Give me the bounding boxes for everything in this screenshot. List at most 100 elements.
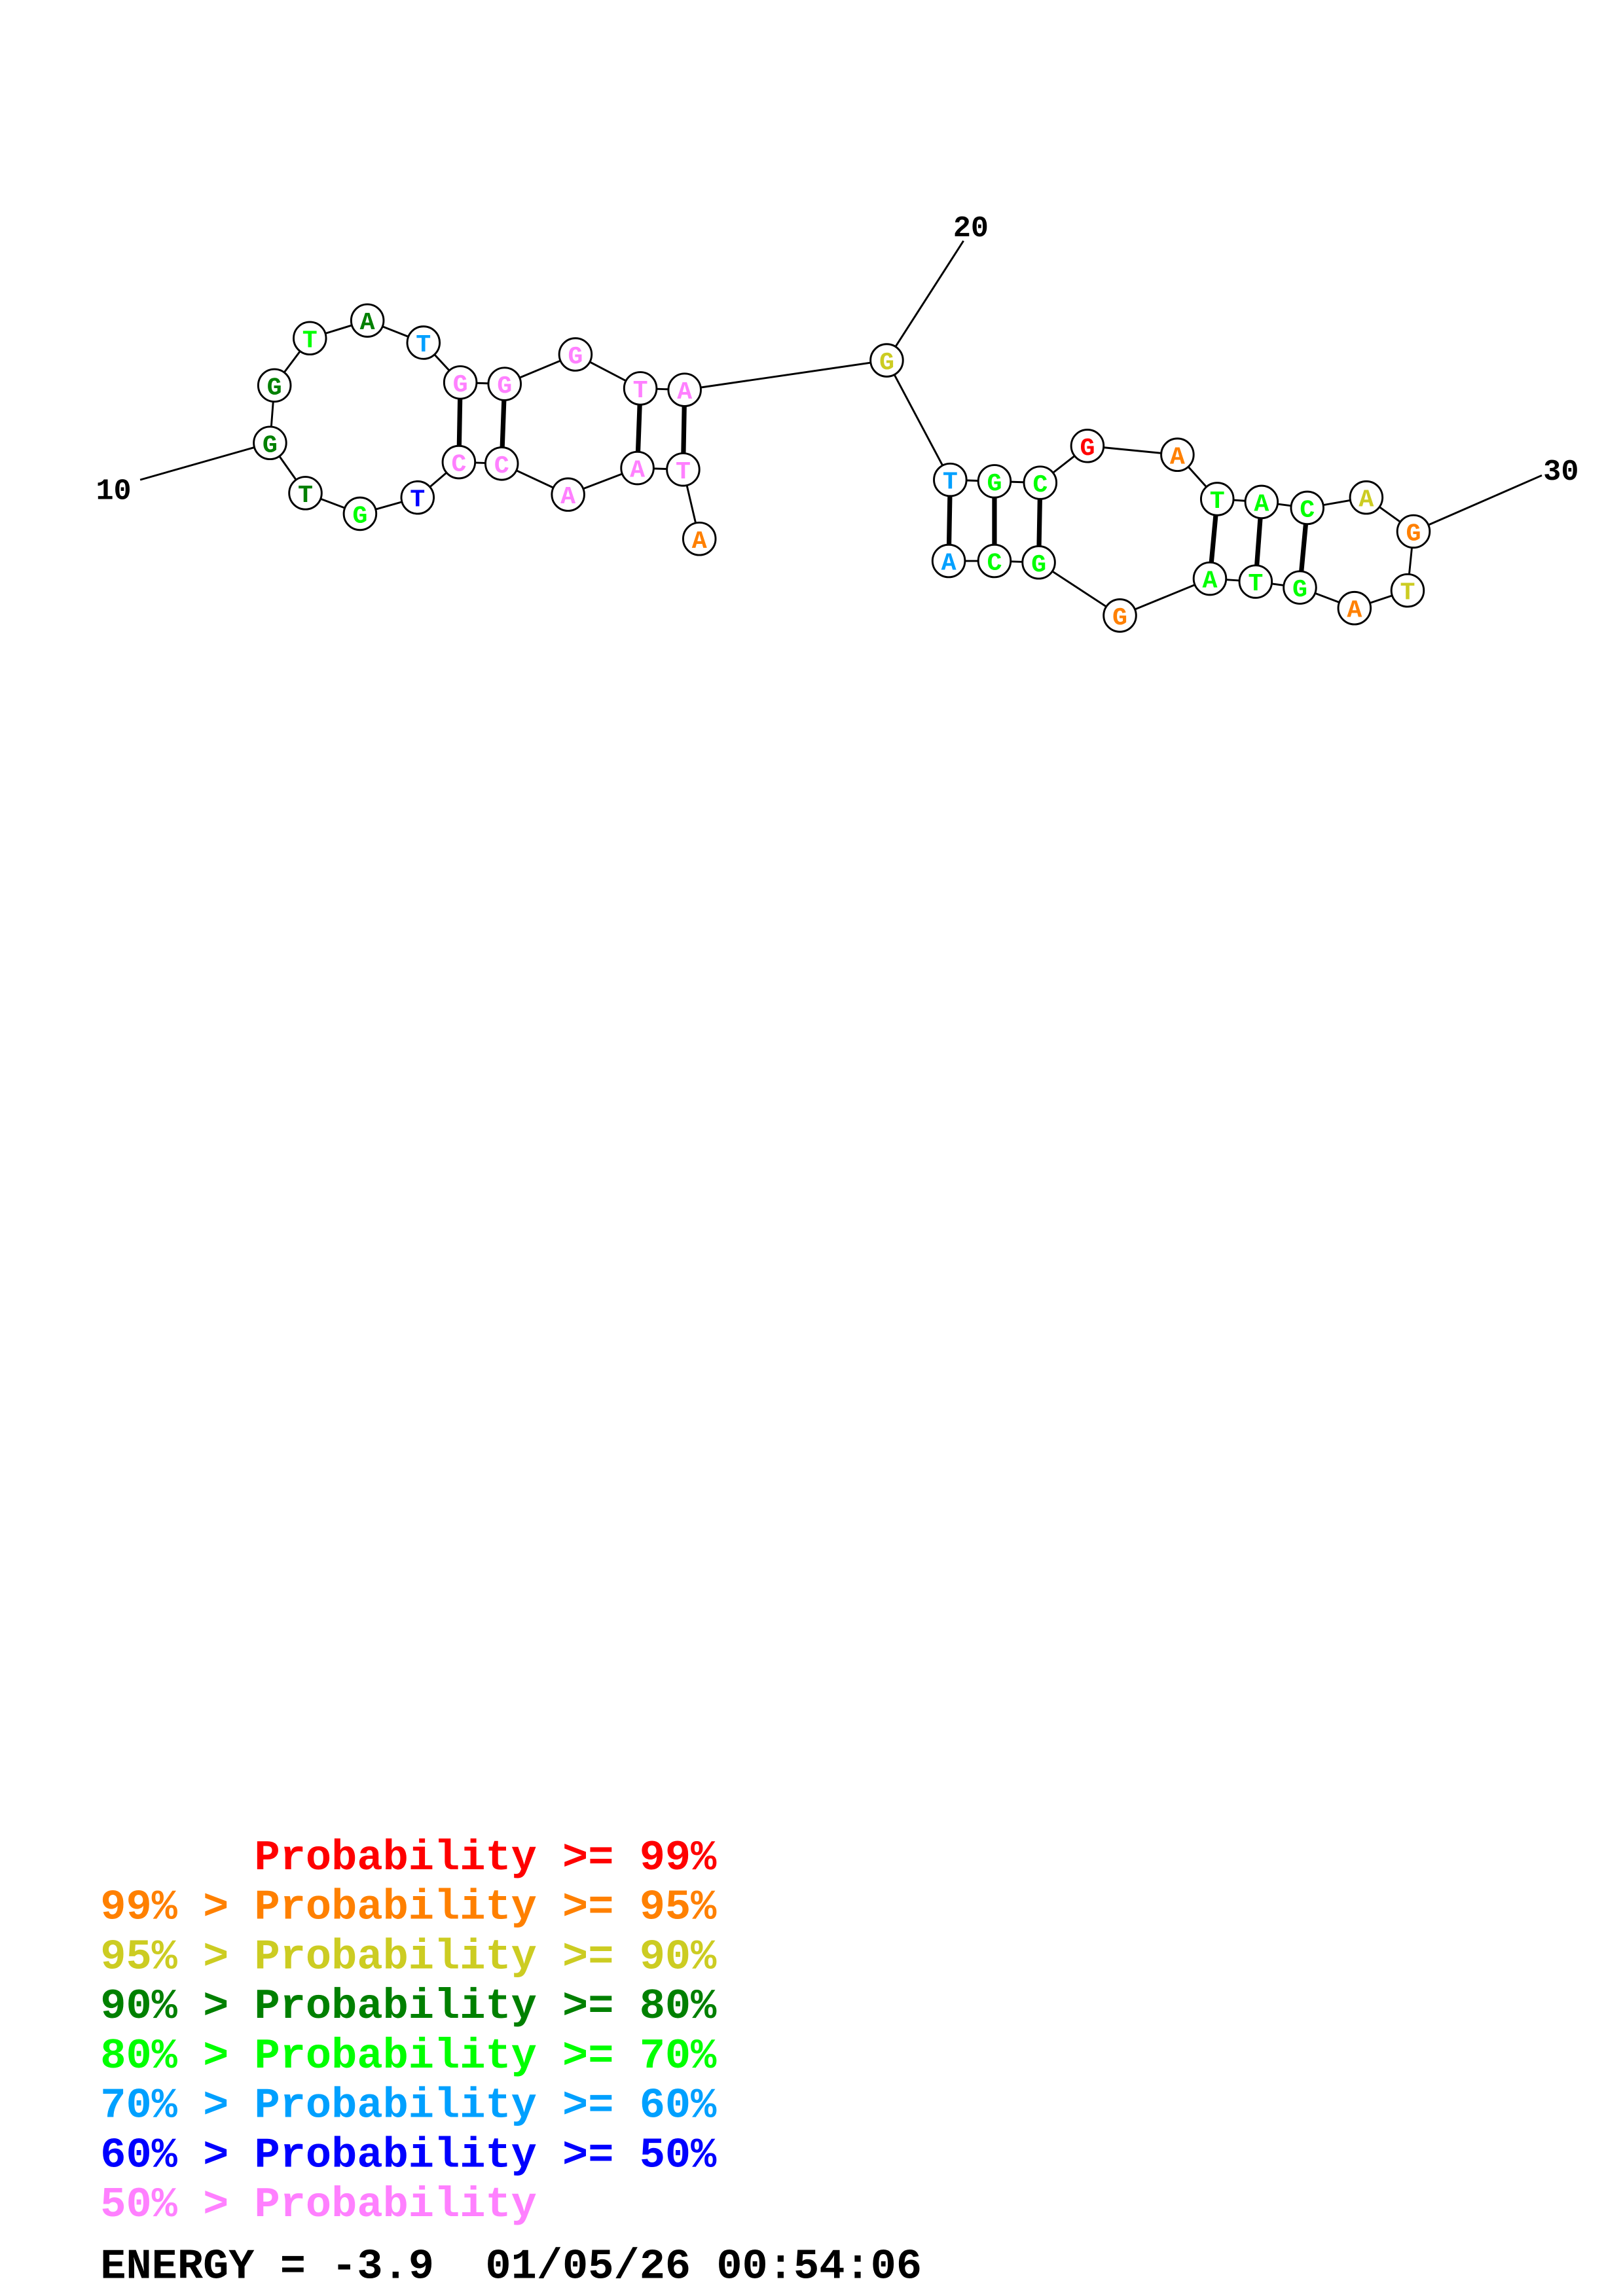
nucleotide-letter: T xyxy=(1248,569,1263,598)
backbone-link xyxy=(684,359,887,391)
nucleotide: G xyxy=(1070,429,1105,463)
nucleotide-letter: A xyxy=(630,456,645,485)
nucleotide: G xyxy=(342,496,378,531)
nucleotide-letter: C xyxy=(1032,471,1048,499)
nucleotide-circle xyxy=(1396,514,1431,549)
nucleotide: T xyxy=(293,321,327,356)
nucleotide-letter: C xyxy=(451,450,466,479)
nucleotide-circle xyxy=(1390,573,1425,608)
nucleotide-letter: T xyxy=(1400,579,1415,607)
nucleotide-letter: C xyxy=(1300,495,1315,524)
nucleotide-letter: G xyxy=(497,372,512,401)
nucleotide-letter: A xyxy=(560,482,575,511)
legend-entry: 60% > Probability >= 50% xyxy=(100,2131,717,2179)
nucleotide: C xyxy=(441,444,477,480)
nucleotide: A xyxy=(1244,484,1279,520)
nucleotide-circle xyxy=(551,477,585,512)
position-label: 20 xyxy=(953,211,989,245)
nucleotide-letter: T xyxy=(410,486,425,514)
nucleotide: C xyxy=(977,543,1012,579)
nucleotide-circle xyxy=(933,462,968,497)
nucleotide: T xyxy=(288,476,323,511)
nucleotide-circle xyxy=(1023,465,1058,500)
nucleotide-circle xyxy=(682,521,717,556)
nucleotide-circle xyxy=(623,371,658,406)
nucleotide-letter: T xyxy=(676,457,691,486)
nucleotide: G xyxy=(558,337,593,372)
position-labels: 10 20 30 xyxy=(96,211,1578,533)
nucleotide-circle xyxy=(977,464,1012,499)
position-tick xyxy=(1413,474,1542,533)
nucleotide-letter: G xyxy=(1292,575,1307,604)
nucleotide-circle xyxy=(293,321,327,356)
nucleotide: G xyxy=(1021,545,1056,580)
nucleotide-circle xyxy=(1192,561,1228,596)
nucleotide-letter: G xyxy=(263,431,278,459)
nucleotide-letter: A xyxy=(1202,567,1217,596)
backbone-link xyxy=(886,359,951,480)
nucleotide-circle xyxy=(400,480,435,515)
nucleotide-circle xyxy=(1337,590,1372,626)
nucleotide: G xyxy=(443,365,478,400)
nucleotide-circle xyxy=(441,444,477,480)
nucleotide-letter: G xyxy=(1080,434,1095,463)
nucleotide-circle xyxy=(558,337,593,372)
probability-legend: Probability >= 99%99% > Probability >= 9… xyxy=(100,1834,717,2229)
nucleotide-circle xyxy=(1283,570,1317,605)
nucleotide-letter: A xyxy=(1359,486,1374,514)
nucleotide: G xyxy=(1396,514,1431,549)
nucleotide-letter: T xyxy=(298,481,313,510)
nucleotide: T xyxy=(1199,482,1235,516)
nucleotide: A xyxy=(1160,437,1195,473)
nucleotide-circle xyxy=(1160,437,1195,473)
nucleotide: A xyxy=(1349,480,1384,515)
nucleotide-circle xyxy=(406,325,441,360)
nucleotide-circle xyxy=(1349,480,1384,515)
nucleotide: T xyxy=(406,325,441,360)
nucleotide-circle xyxy=(253,425,287,461)
nucleotide-letter: T xyxy=(416,331,431,359)
nucleotide-circle xyxy=(1290,490,1324,526)
nucleotide-letter: G xyxy=(568,342,583,371)
nucleotide-letter: A xyxy=(692,527,707,556)
nucleotide: T xyxy=(1390,573,1425,608)
legend-entry: 50% > Probability xyxy=(100,2181,537,2229)
nucleotide-circle xyxy=(1199,482,1235,516)
position-label: 30 xyxy=(1543,455,1578,489)
nucleotide-circle xyxy=(487,367,522,401)
nucleotide-letter: A xyxy=(941,549,957,578)
nucleotide-letter: T xyxy=(302,326,318,355)
legend-entry: 90% > Probability >= 80% xyxy=(100,1982,717,2031)
energy-line: ENERGY = -3.9 01/05/26 00:54:06 xyxy=(100,2242,922,2291)
nucleotide-letter: C xyxy=(987,549,1002,578)
nucleotide-circle xyxy=(484,446,519,481)
nucleotide: A xyxy=(1192,561,1228,596)
nucleotide-letter: C xyxy=(494,452,509,480)
nucleotide: G xyxy=(257,368,292,403)
nucleotide-circle xyxy=(350,303,385,338)
base-pairs xyxy=(456,382,1310,588)
nucleotide: A xyxy=(620,450,655,486)
nucleotide: G xyxy=(1103,598,1137,633)
nucleotide-circle xyxy=(1103,598,1137,633)
legend-entry: 99% > Probability >= 95% xyxy=(100,1884,717,1932)
nucleotide-letter: G xyxy=(879,348,894,377)
legend-entry: 80% > Probability >= 70% xyxy=(100,2032,717,2081)
nucleotide-letter: G xyxy=(1031,550,1046,579)
nucleotide-letter: A xyxy=(1170,442,1185,471)
nucleotide-letter: G xyxy=(1112,603,1127,632)
nucleotide-letter: T xyxy=(943,468,958,497)
nucleotide-letter: G xyxy=(267,373,282,402)
nucleotide: A xyxy=(1337,590,1372,626)
nucleotide-circle xyxy=(1244,484,1279,520)
nucleotide-circle xyxy=(620,450,655,486)
nucleotide-circle xyxy=(342,496,378,531)
nucleotide-letter: G xyxy=(453,370,468,399)
position-tick xyxy=(139,442,270,481)
nucleotide-letter: G xyxy=(1406,520,1421,548)
nucleotide: T xyxy=(1238,564,1273,599)
nucleotide-circle xyxy=(257,368,292,403)
nucleotide: C xyxy=(1290,490,1324,526)
nucleotide-circle xyxy=(1238,564,1273,599)
